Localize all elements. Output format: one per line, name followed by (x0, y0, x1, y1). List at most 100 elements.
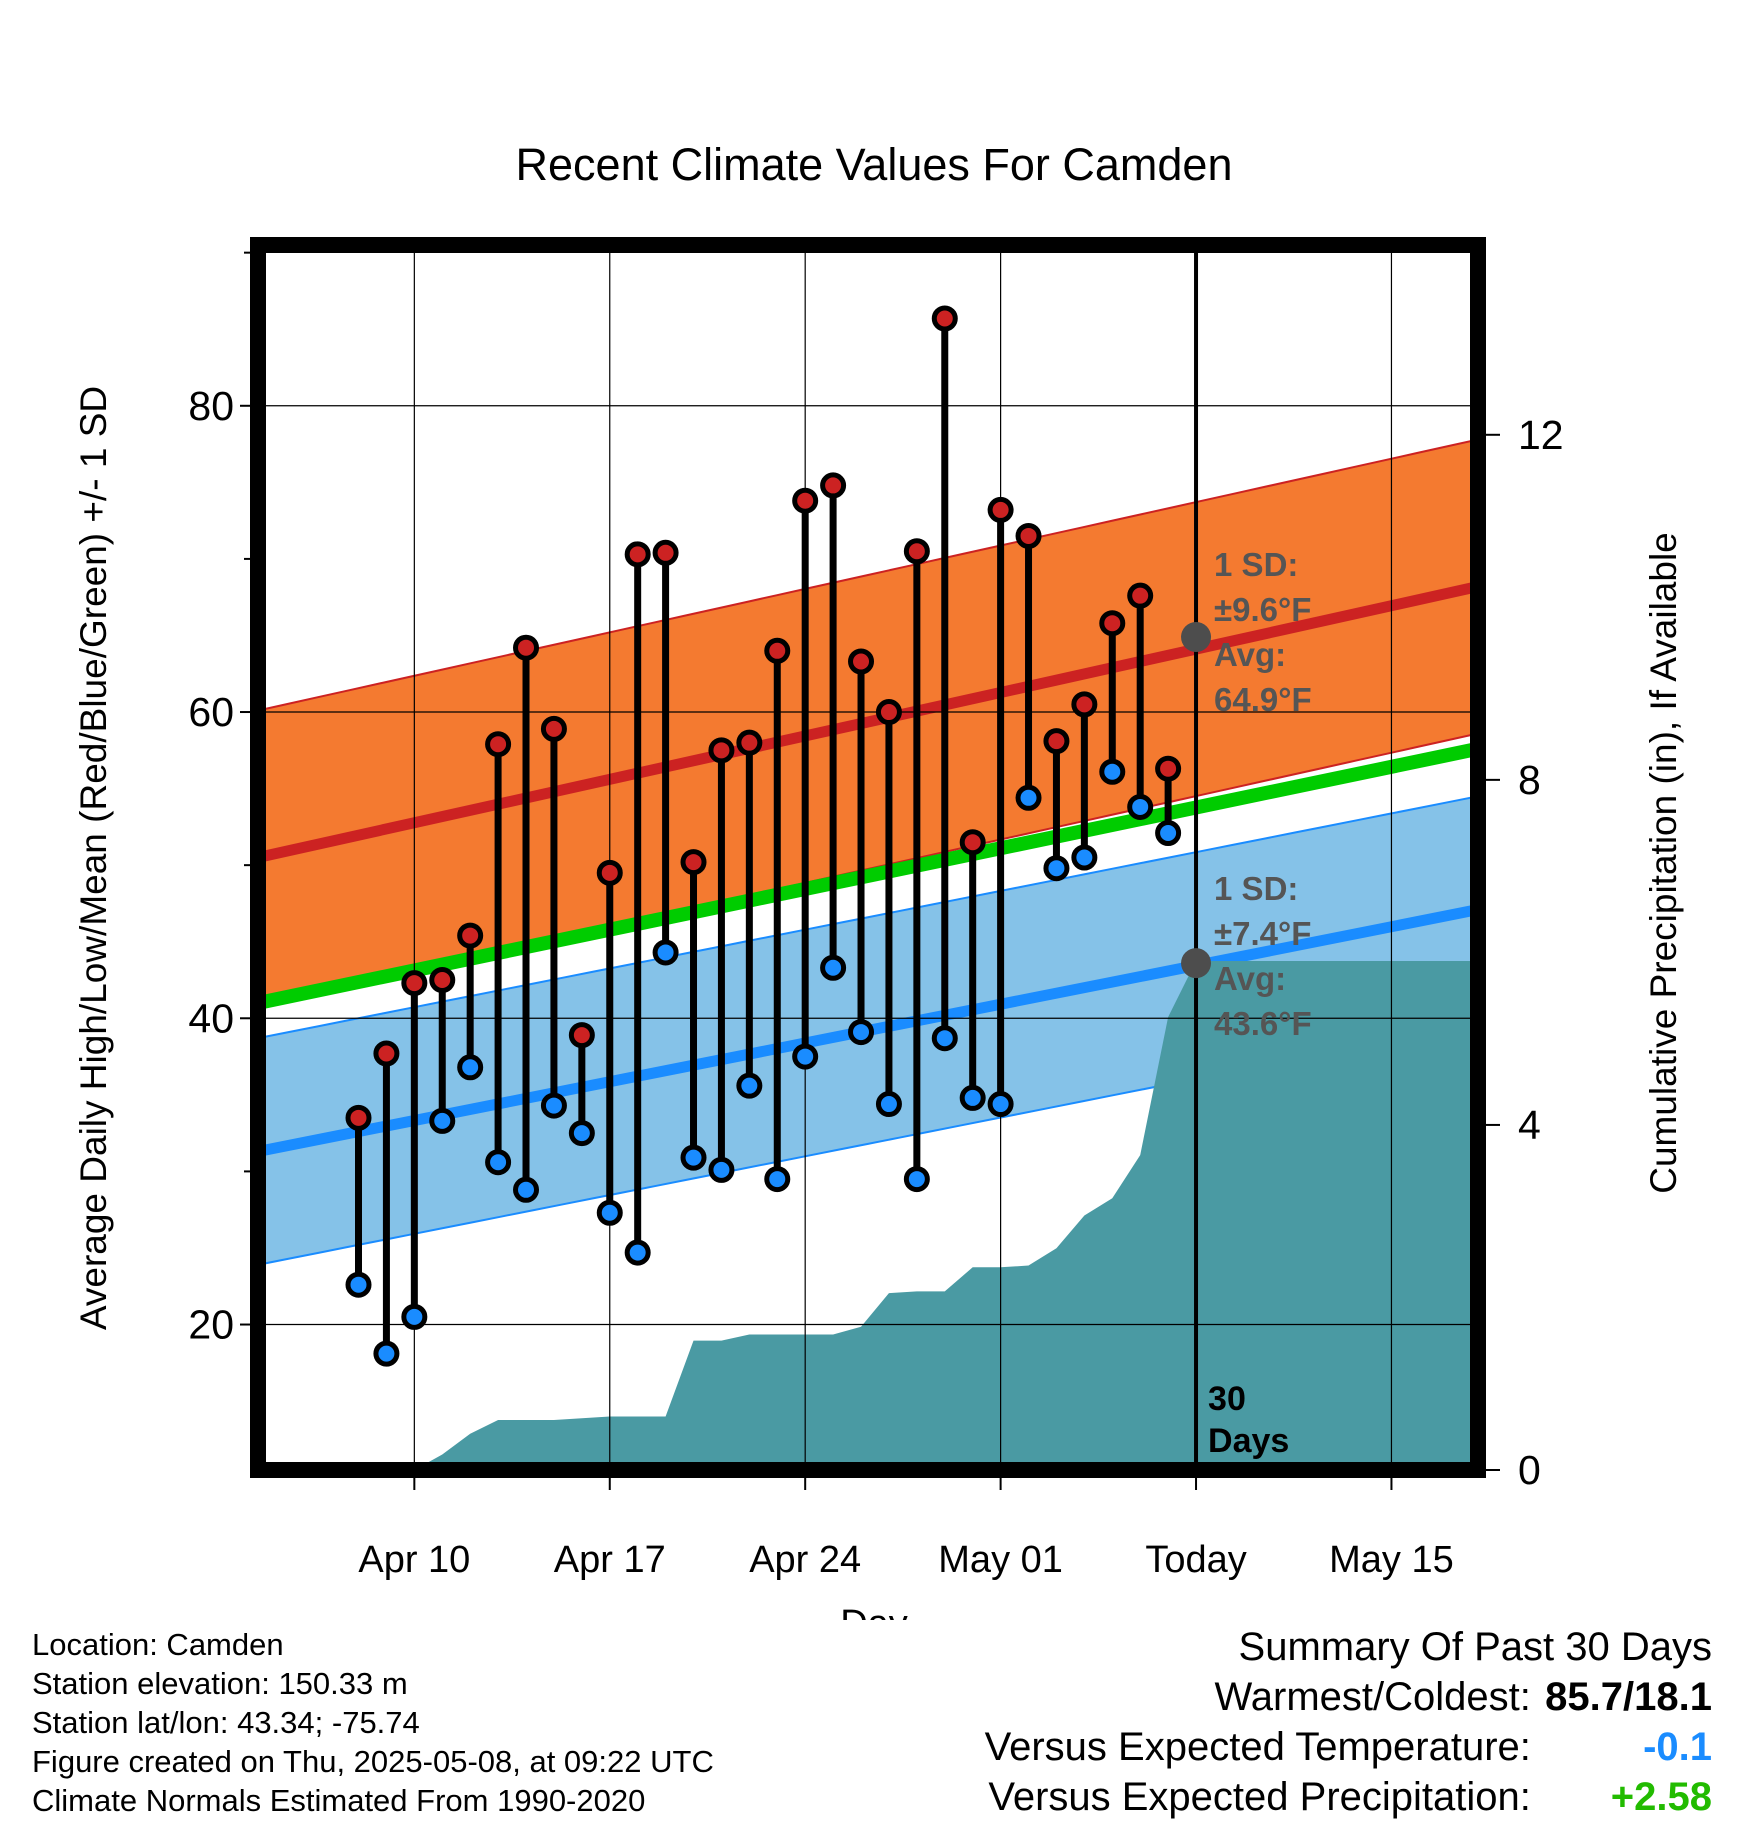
daily-low-point (345, 1271, 372, 1298)
daily-high-point (1015, 522, 1042, 549)
daily-high-point (875, 699, 902, 726)
daily-low-point (513, 1176, 540, 1203)
normal-high-avg-value: 64.9°F (1214, 681, 1312, 718)
y-tick-label: 40 (188, 995, 234, 1041)
daily-low-point (736, 1072, 763, 1099)
normal-low-avg-label: Avg: (1214, 960, 1286, 997)
daily-low-point (931, 1025, 958, 1052)
temp-departure-row: Versus Expected Temperature: -0.1 (985, 1722, 1712, 1772)
today-label-line2: Days (1208, 1422, 1289, 1460)
daily-high-point (1155, 755, 1182, 782)
daily-high-point (736, 729, 763, 756)
daily-high-point (513, 634, 540, 661)
daily-high-point (568, 1022, 595, 1049)
y-right-tick-label: 8 (1518, 757, 1541, 803)
daily-low-point (1155, 820, 1182, 846)
daily-high-point (401, 970, 428, 997)
y-axis-label-right: Cumulative Precipitation (in), If Availa… (1643, 532, 1684, 1194)
normal-low-today-marker (1181, 948, 1212, 979)
summary-panel: Summary Of Past 30 Days Warmest/Coldest:… (985, 1622, 1712, 1822)
x-tick-label: Apr 24 (749, 1539, 861, 1581)
y-right-tick-label: 0 (1518, 1447, 1541, 1493)
normal-low-sd-label: 1 SD: (1214, 870, 1298, 907)
y-tick-label: 60 (188, 689, 234, 735)
normal-high-sd-value: ±9.6°F (1214, 591, 1311, 628)
y-axis-label-left: Average Daily High/Low/Mean (Red/Blue/Gr… (73, 386, 114, 1330)
daily-high-point (1099, 610, 1126, 637)
x-tick-label: Apr 10 (358, 1539, 470, 1581)
normal-mean-line (258, 741, 1478, 1010)
x-tick-label: Apr 17 (554, 1539, 666, 1581)
daily-low-point (1099, 758, 1126, 785)
daily-high-point (429, 967, 456, 993)
plot-area (258, 245, 1478, 1470)
daily-low-point (875, 1091, 902, 1118)
daily-high-point (987, 496, 1014, 523)
created-text: Figure created on Thu, 2025-05-08, at 09… (32, 1744, 714, 1779)
daily-high-point (485, 731, 512, 758)
x-axis-label: Day (840, 1603, 908, 1620)
normals-text: Climate Normals Estimated From 1990-2020 (32, 1783, 646, 1818)
station-info: Location: Camden Station elevation: 150.… (32, 1625, 714, 1820)
daily-high-point (959, 829, 986, 856)
daily-high-point (345, 1104, 372, 1131)
daily-low-point (540, 1092, 567, 1119)
daily-low-point (1127, 793, 1154, 820)
daily-high-point (540, 715, 567, 742)
normal-high-avg-label: Avg: (1214, 636, 1286, 673)
daily-high-point (596, 859, 623, 886)
daily-low-point (1071, 844, 1098, 871)
warmest-coldest-row: Warmest/Coldest: 85.7/18.1 (985, 1672, 1713, 1722)
y-tick-label: 80 (188, 383, 234, 429)
precip-departure-row: Versus Expected Precipitation: +2.58 (985, 1772, 1712, 1822)
daily-low-point (429, 1107, 456, 1134)
daily-low-point (903, 1166, 930, 1193)
daily-high-point (764, 637, 791, 664)
daily-high-point (820, 472, 847, 499)
daily-low-point (820, 954, 847, 981)
today-label-line1: 30 (1208, 1380, 1246, 1418)
warmest-coldest-value: 85.7/18.1 (1545, 1675, 1712, 1719)
daily-high-point (792, 487, 819, 514)
daily-high-point (680, 849, 707, 876)
daily-low-point (401, 1303, 428, 1330)
normal-high-today-marker (1181, 622, 1212, 652)
daily-low-point (848, 1019, 875, 1046)
chart-title: Recent Climate Values For Camden (516, 139, 1233, 190)
precip-departure-label: Versus Expected Precipitation: (988, 1775, 1531, 1819)
temp-departure-label: Versus Expected Temperature: (984, 1725, 1531, 1769)
daily-high-point (708, 737, 735, 764)
climate-chart: 1 SD: ±9.6°F Avg: 64.9°F 1 SD: ±7.4°F Avg: 43.6… (73, 139, 1684, 1620)
daily-low-point (457, 1054, 484, 1081)
warmest-coldest-label: Warmest/Coldest: (1214, 1675, 1531, 1719)
daily-low-point (764, 1166, 791, 1193)
daily-low-point (1043, 855, 1070, 882)
daily-high-point (1043, 728, 1070, 755)
x-tick-label: Today (1145, 1539, 1246, 1581)
daily-high-point (1127, 582, 1154, 609)
daily-high-point (457, 922, 484, 949)
daily-high-point (373, 1040, 400, 1067)
daily-low-point (1015, 784, 1042, 811)
normal-low-sd-value: ±7.4°F (1214, 915, 1311, 952)
cumulative-precip-area (386, 961, 1478, 1470)
daily-high-point (652, 539, 679, 566)
daily-high-point (848, 648, 875, 675)
daily-low-point (987, 1091, 1014, 1118)
daily-high-point (1071, 691, 1098, 718)
latlon-text: Station lat/lon: 43.34; -75.74 (32, 1705, 420, 1740)
daily-high-point (624, 541, 651, 568)
x-tick-label: May 15 (1329, 1539, 1454, 1581)
summary-heading: Summary Of Past 30 Days (1238, 1625, 1712, 1669)
y-tick-label: 20 (188, 1302, 234, 1348)
daily-low-point (708, 1156, 735, 1183)
daily-high-point (931, 305, 958, 332)
daily-low-point (959, 1084, 986, 1111)
normal-high-sd-label: 1 SD: (1214, 546, 1298, 583)
daily-low-point (624, 1239, 651, 1266)
daily-low-point (792, 1043, 819, 1070)
daily-low-point (568, 1120, 595, 1147)
daily-low-point (373, 1340, 400, 1367)
elevation-text: Station elevation: 150.33 m (32, 1666, 408, 1701)
daily-low-point (596, 1199, 623, 1226)
